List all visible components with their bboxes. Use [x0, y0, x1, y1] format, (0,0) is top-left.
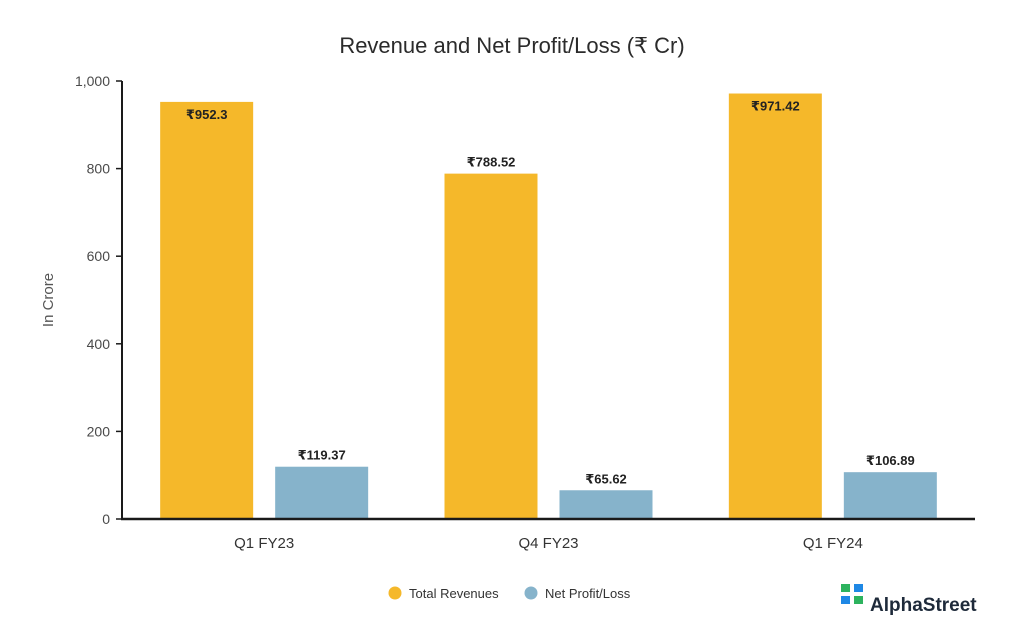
data-label: ₹65.62	[585, 471, 627, 486]
brand-name: AlphaStreet	[870, 595, 977, 616]
x-category-label: Q1 FY23	[234, 535, 294, 552]
chart-title: Revenue and Net Profit/Loss (₹ Cr)	[339, 33, 684, 58]
x-axis: Q1 FY23 Q4 FY23 Q1 FY24	[121, 517, 975, 552]
y-axis: 0 200 400 600 800 1,000	[75, 73, 123, 527]
bars-group: ₹952.3 ₹119.37 ₹788.52 ₹65.62 ₹971.42 ₹106.89	[160, 93, 937, 520]
legend-label: Total Revenues	[409, 586, 499, 601]
bar-revenue-q1-fy23[interactable]	[160, 101, 254, 519]
legend-label: Net Profit/Loss	[545, 586, 631, 601]
x-category-label: Q1 FY24	[803, 535, 863, 552]
legend-swatch-profit	[524, 586, 538, 600]
y-tick-label: 800	[87, 161, 111, 177]
data-label: ₹119.37	[298, 448, 346, 463]
brand: AlphaStreet	[841, 584, 977, 616]
data-label: ₹788.52	[467, 155, 516, 170]
y-tick-label: 600	[87, 248, 111, 264]
y-tick-label: 1,000	[75, 73, 110, 89]
bar-revenue-q4-fy23[interactable]	[444, 173, 538, 519]
legend: Total Revenues Net Profit/Loss	[388, 586, 631, 601]
bar-profit-q1-fy24[interactable]	[843, 472, 937, 519]
x-category-label: Q4 FY23	[518, 535, 578, 552]
y-axis-label: In Crore	[40, 273, 57, 327]
y-tick-label: 0	[102, 511, 110, 527]
alphastreet-logo-icon	[841, 584, 863, 604]
data-label: ₹106.89	[866, 453, 915, 468]
bar-revenue-q1-fy24[interactable]	[728, 93, 822, 520]
bar-profit-q1-fy23[interactable]	[275, 466, 369, 519]
legend-swatch-revenue	[388, 586, 402, 600]
y-tick-label: 400	[87, 336, 111, 352]
data-label: ₹952.3	[186, 107, 228, 122]
y-tick-label: 200	[87, 423, 111, 439]
bar-profit-q4-fy23[interactable]	[559, 490, 653, 519]
data-label: ₹971.42	[751, 99, 800, 114]
